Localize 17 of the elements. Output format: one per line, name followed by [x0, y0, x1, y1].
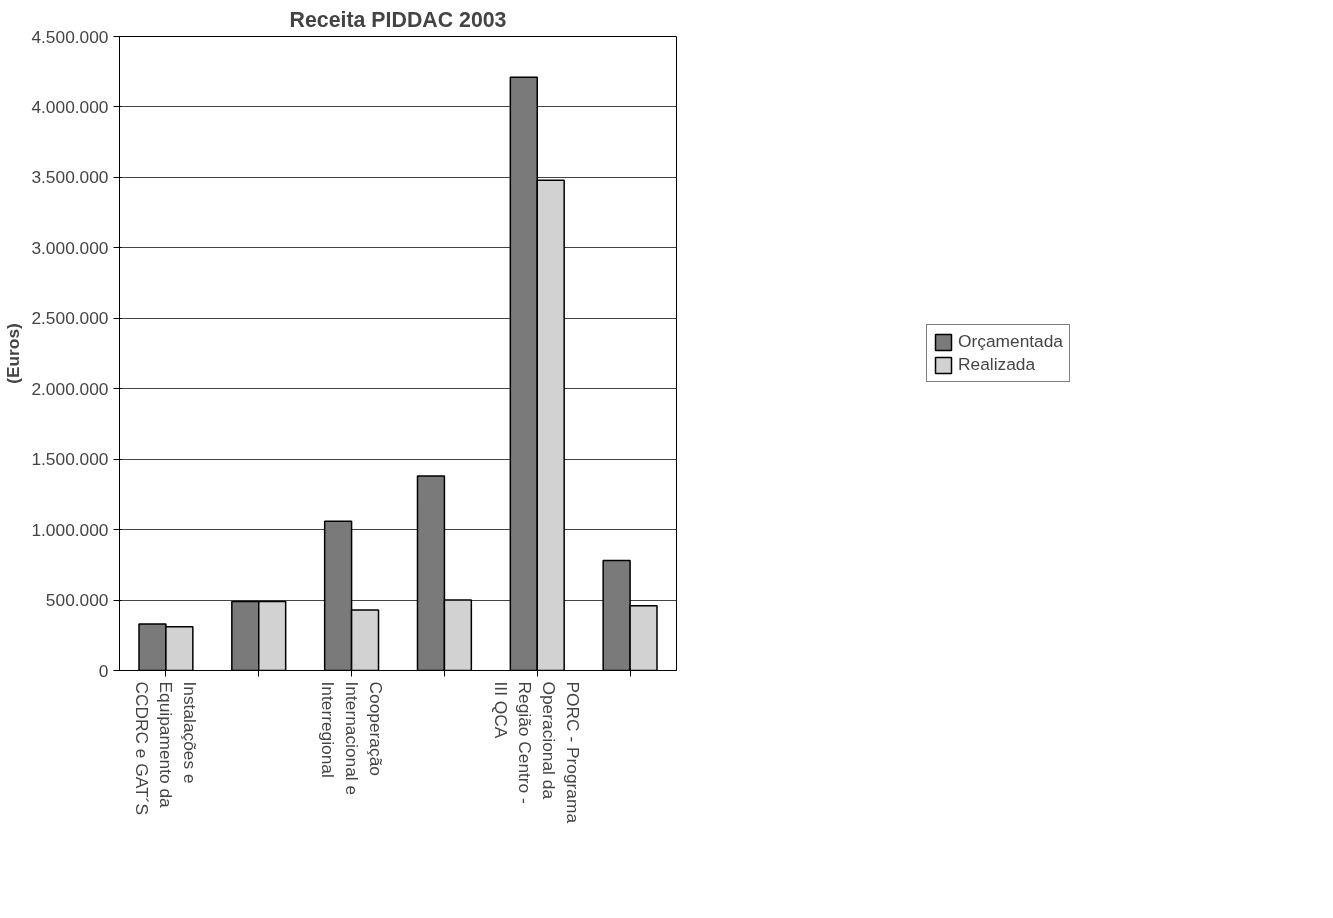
chart-title: Receita PIDDAC 2003: [289, 7, 507, 32]
x-tick-label: Instalações e Equipamento da CCDRC e GAT´S: [131, 681, 200, 815]
legend-label: Realizada: [958, 354, 1036, 375]
y-tick-label: 0: [98, 660, 109, 681]
y-tick-label: 4.000.000: [31, 96, 109, 117]
y-tick-label: 3.000.000: [31, 237, 109, 258]
y-tick-label: 1.500.000: [31, 449, 109, 470]
y-tick-label: 2.000.000: [31, 378, 109, 399]
y-tick-label: 500.000: [45, 590, 109, 611]
y-tick-label: 3.500.000: [31, 167, 109, 188]
legend-label: Orçamentada: [958, 331, 1063, 352]
y-tick-label: 2.500.000: [31, 308, 109, 329]
y-tick-label: 1.000.000: [31, 519, 109, 540]
y-tick-label: 4.500.000: [31, 26, 109, 47]
y-axis-title: (Euros): [3, 323, 24, 384]
x-tick-label: PORC - Programa Operacional da Região Centro - III QCA: [491, 681, 584, 824]
x-tick-label: Cooperação Internacional e Interregional: [317, 681, 386, 796]
